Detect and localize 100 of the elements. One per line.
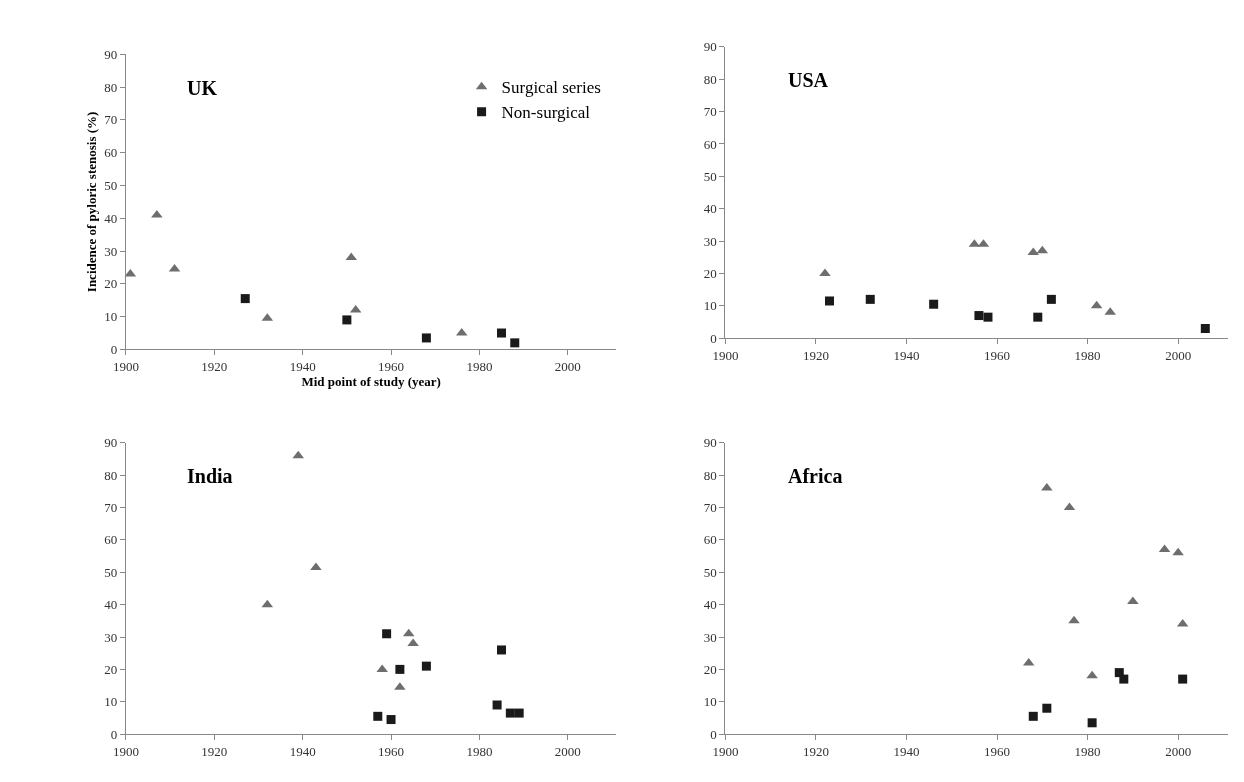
point	[421, 661, 431, 671]
y-tick-label: 70	[104, 500, 118, 516]
point	[497, 645, 507, 655]
point	[382, 629, 392, 639]
point	[1028, 711, 1038, 721]
y-axis-title: Incidence of pyloric stenosis (%)	[84, 111, 100, 293]
y-tick-label: 90	[703, 435, 717, 451]
text: Africa	[788, 465, 843, 487]
y-tick-label: 0	[110, 726, 118, 742]
y-tick-label: 20	[703, 661, 717, 677]
y-tick-label: 50	[703, 168, 717, 184]
y-tick-label: 0	[110, 341, 118, 357]
text: USA	[788, 69, 829, 91]
point	[1068, 615, 1080, 624]
point	[497, 328, 507, 338]
y-tick-label: 80	[703, 71, 717, 87]
y-tick-label: 30	[104, 243, 118, 259]
x-tick-label: 2000	[1165, 743, 1192, 759]
point	[386, 715, 396, 725]
x-tick-label: 1960	[378, 743, 405, 759]
y-tick-label: 10	[104, 309, 118, 325]
x-tick-label: 1980	[466, 743, 493, 759]
y-tick-label: 80	[104, 79, 118, 95]
y-tick-label: 40	[104, 210, 118, 226]
x-tick-label: 1920	[802, 743, 829, 759]
y-tick-label: 80	[104, 467, 118, 483]
x-tick-label: 1940	[893, 743, 920, 759]
x-tick-label: 1980	[1074, 347, 1101, 363]
point	[1033, 312, 1043, 322]
x-axis-title: Mid point of study (year)	[301, 374, 441, 390]
x-tick-label: 1980	[466, 359, 493, 375]
point	[1046, 294, 1056, 304]
x-tick-label: 1940	[893, 347, 920, 363]
y-tick-label: 10	[703, 298, 717, 314]
point	[395, 664, 405, 674]
x-tick-label: 1960	[984, 743, 1011, 759]
point	[1200, 324, 1210, 333]
x-tick-label: 1900	[712, 743, 739, 759]
y-tick-label: 20	[104, 661, 118, 677]
y-tick-label: 30	[703, 629, 717, 645]
y-tick-label: 40	[703, 201, 717, 217]
x-tick-label: 1960	[984, 347, 1011, 363]
y-tick-label: 60	[104, 532, 118, 548]
point	[825, 296, 835, 306]
y-tick-label: 80	[703, 467, 717, 483]
y-tick-label: 40	[703, 597, 717, 613]
y-tick-label: 90	[703, 39, 717, 55]
point	[421, 333, 431, 343]
y-tick-label: 20	[703, 266, 717, 282]
point	[1042, 703, 1052, 713]
y-tick-label: 70	[703, 104, 717, 120]
y-tick-label: 50	[104, 564, 118, 580]
point	[240, 294, 250, 304]
y-tick-label: 70	[703, 500, 717, 516]
x-tick-label: 1920	[201, 743, 228, 759]
legend-label: Surgical series	[501, 78, 601, 98]
legend-label: Non-surgical	[501, 103, 591, 123]
point	[514, 708, 524, 718]
y-tick-label: 30	[104, 629, 118, 645]
y-tick-label: 60	[703, 136, 717, 152]
point	[1119, 674, 1129, 684]
y-tick-label: 20	[104, 276, 118, 292]
y-tick-label: 10	[703, 694, 717, 710]
y-tick-label: 60	[703, 532, 717, 548]
y-tick-label: 60	[104, 145, 118, 161]
x-tick-label: 2000	[554, 743, 581, 759]
point	[492, 700, 502, 710]
point	[373, 711, 383, 721]
y-tick-label: 90	[104, 435, 118, 451]
x-tick-label: 1940	[289, 743, 316, 759]
x-tick-label: 1960	[378, 359, 405, 375]
text: India	[187, 465, 233, 487]
y-tick-label: 40	[104, 597, 118, 613]
y-tick-label: 50	[104, 178, 118, 194]
x-tick-label: 2000	[1165, 347, 1192, 363]
x-tick-label: 1900	[112, 359, 139, 375]
point	[505, 708, 515, 718]
y-tick-label: 70	[104, 112, 118, 128]
y-tick-label: 90	[104, 46, 118, 62]
x-tick-label: 1920	[802, 347, 829, 363]
y-tick-label: 30	[703, 233, 717, 249]
point	[1178, 674, 1188, 684]
x-tick-label: 2000	[554, 359, 581, 375]
x-tick-label: 1980	[1074, 743, 1101, 759]
point	[929, 299, 939, 309]
point	[1087, 718, 1097, 728]
x-tick-label: 1900	[712, 347, 739, 363]
x-tick-label: 1900	[112, 743, 139, 759]
point	[974, 311, 984, 321]
point	[865, 294, 875, 304]
x-tick-label: 1920	[201, 359, 228, 375]
y-tick-label: 10	[104, 694, 118, 710]
x-tick-label: 1940	[289, 359, 316, 375]
point	[342, 315, 352, 325]
point	[983, 312, 993, 322]
point	[510, 338, 520, 348]
text: UK	[187, 77, 218, 99]
y-tick-label: 50	[703, 564, 717, 580]
y-tick-label: 0	[710, 330, 717, 346]
y-tick-label: 0	[710, 726, 717, 742]
